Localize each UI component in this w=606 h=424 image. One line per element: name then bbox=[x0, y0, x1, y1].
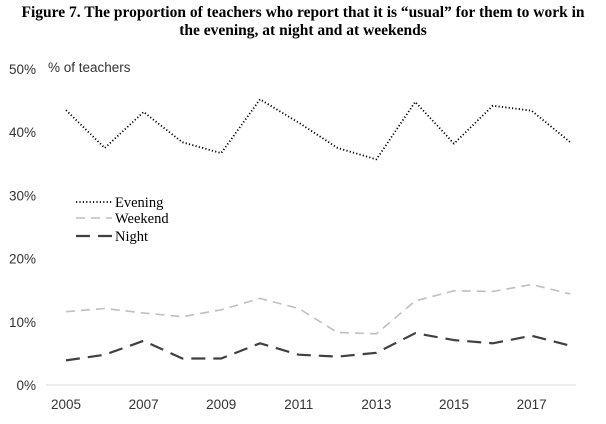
chart-title: Figure 7. The proportion of teachers who… bbox=[4, 4, 602, 40]
y-axis-ticks: 0% 10% 20% 30% 40% 50% bbox=[9, 62, 36, 393]
y-tick-label: 30% bbox=[9, 188, 36, 203]
x-tick-label: 2017 bbox=[517, 397, 547, 412]
y-axis-label: % of teachers bbox=[48, 60, 131, 75]
x-tick-label: 2009 bbox=[206, 397, 236, 412]
x-tick-label: 2011 bbox=[284, 397, 313, 412]
series-lines bbox=[65, 98, 571, 362]
series-line-night bbox=[65, 332, 571, 362]
x-tick-label: 2005 bbox=[51, 397, 81, 412]
y-tick-label: 20% bbox=[9, 252, 36, 267]
legend-label-weekend: Weekend bbox=[115, 211, 169, 227]
legend-label-night: Night bbox=[115, 229, 148, 245]
x-tick-label: 2013 bbox=[361, 397, 391, 412]
x-axis-ticks: 2005 2007 2009 2011 2013 2015 2017 bbox=[51, 397, 547, 412]
y-tick-label: 0% bbox=[16, 378, 36, 393]
series-line-weekend bbox=[65, 283, 571, 335]
legend-label-evening: Evening bbox=[115, 195, 163, 211]
series-line-evening bbox=[65, 98, 571, 161]
y-tick-label: 50% bbox=[9, 62, 36, 77]
x-tick-label: 2007 bbox=[129, 397, 159, 412]
y-tick-label: 10% bbox=[9, 315, 36, 330]
chart-title-line-1: Figure 7. The proportion of teachers who… bbox=[21, 4, 585, 21]
y-tick-label: 40% bbox=[9, 125, 36, 140]
chart-title-line-2: the evening, at night and at weekends bbox=[179, 22, 427, 39]
x-tick-label: 2015 bbox=[439, 397, 469, 412]
